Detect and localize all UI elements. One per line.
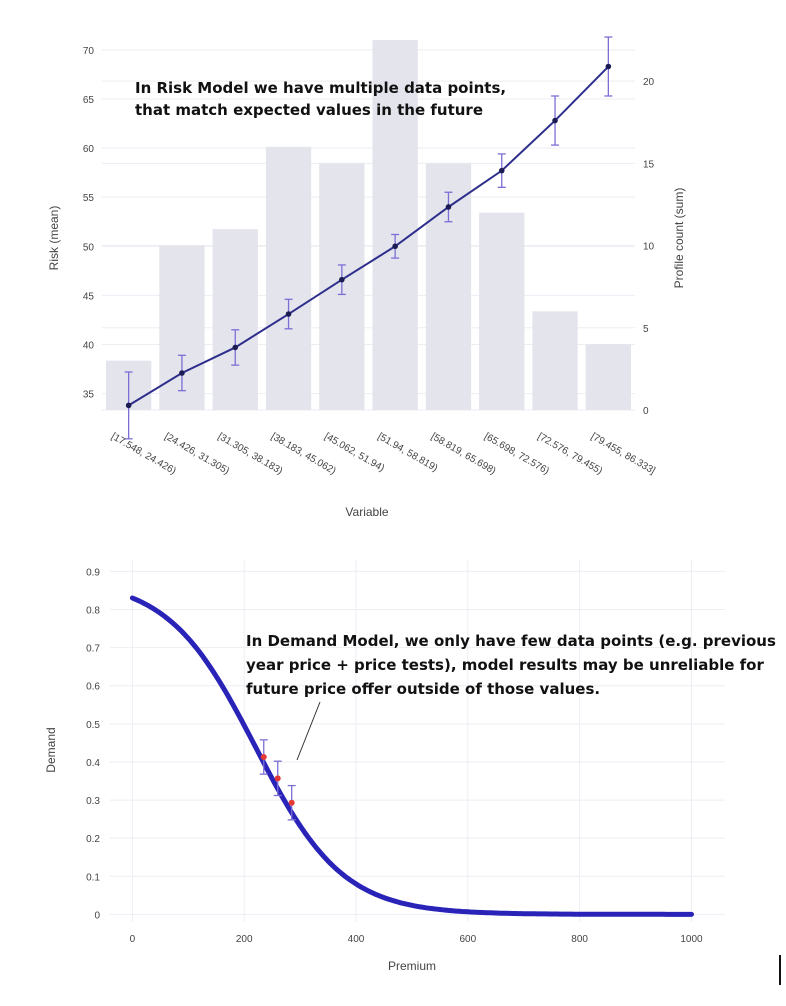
y-tick-label: 0.8 (86, 606, 100, 617)
demand-data-point (274, 775, 281, 782)
demand-data-point (288, 799, 295, 806)
y2-axis-title: Profile count (sum) (672, 188, 686, 289)
x-tick-label: 800 (571, 934, 588, 945)
x-axis-title: Variable (345, 505, 388, 519)
risk-mean-point (392, 243, 398, 250)
y2-tick-label: 10 (643, 242, 655, 253)
risk-mean-point (445, 204, 452, 210)
y-tick-label: 70 (83, 46, 95, 57)
profile-count-bar (532, 311, 578, 410)
x-tick-label: 600 (459, 934, 476, 945)
risk-mean-point (232, 344, 239, 351)
profile-count-bar (372, 40, 418, 410)
profile-count-bar (479, 212, 525, 410)
y-tick-label: 65 (83, 95, 95, 106)
profile-count-bar (212, 229, 258, 410)
demand-model-chart: 0 0.1 0.2 0.3 0.4 0.5 0.6 0.7 0.8 0.9 0 200 400 600 80… (44, 560, 776, 973)
x-tick-label: 1000 (680, 934, 703, 945)
demand-curve (129, 595, 694, 917)
demand-annotation-line: year price + price tests), model results… (246, 656, 764, 674)
risk-annotation-line: In Risk Model we have multiple data poin… (135, 79, 506, 97)
x-axis-title: Premium (388, 959, 436, 973)
y2-tick-label: 5 (643, 324, 649, 335)
y-tick-label: 0.9 (86, 567, 100, 578)
y-tick-label: 0.4 (86, 758, 100, 769)
y-tick-label: 0.1 (86, 872, 100, 883)
y-tick-label: 0.2 (86, 834, 100, 845)
y-tick-label: 0.6 (86, 682, 100, 693)
y2-tick-label: 20 (643, 77, 655, 88)
text-cursor (779, 955, 781, 985)
y-tick-label: 40 (83, 341, 95, 352)
y2-tick-label: 15 (643, 159, 655, 170)
y-axis-title: Demand (44, 727, 58, 772)
risk-mean-point (552, 117, 558, 124)
y2-tick-label: 0 (643, 406, 649, 417)
demand-annotation-line: future price offer outside of those valu… (246, 680, 600, 698)
y-tick-label: 0.3 (86, 796, 100, 807)
y-tick-label: 50 (83, 242, 95, 253)
y-axis-title: Risk (mean) (47, 206, 61, 271)
y-tick-label: 0 (94, 910, 100, 921)
y-tick-label: 0.5 (86, 720, 100, 731)
annotation-pointer (296, 701, 321, 761)
risk-mean-point (125, 402, 132, 409)
risk-mean-point (285, 311, 292, 317)
x-tick-label: 200 (236, 934, 253, 945)
risk-annotation-line: that match expected values in the future (135, 101, 483, 119)
demand-annotation-line: In Demand Model, we only have few data p… (246, 632, 776, 650)
y-tick-label: 35 (83, 390, 95, 401)
y-tick-label: 0.7 (86, 644, 100, 655)
x-tick-label: 400 (348, 934, 365, 945)
risk-mean-line (128, 65, 610, 407)
y-tick-label: 60 (83, 144, 95, 155)
risk-mean-point (605, 63, 612, 70)
profile-count-bar (585, 344, 631, 410)
y-tick-label: 55 (83, 193, 95, 204)
risk-mean-point (179, 370, 185, 376)
demand-data-point (260, 754, 267, 761)
y-tick-label: 45 (83, 291, 95, 302)
x-tick-label: 0 (130, 934, 136, 945)
risk-mean-point (498, 167, 505, 174)
profile-count-bar (265, 146, 312, 410)
risk-mean-point (339, 276, 345, 283)
